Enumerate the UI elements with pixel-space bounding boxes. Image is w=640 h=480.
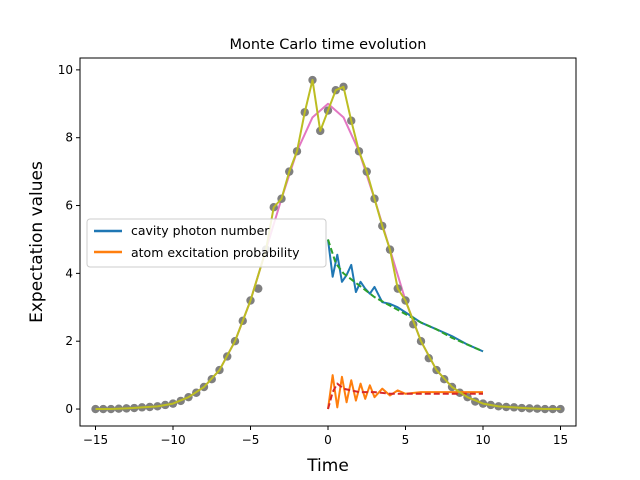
y-tick-label: 6 — [65, 199, 73, 213]
ticks-layer: −15 −10 −5 0 5 10 15 0 2 4 6 8 10 — [58, 63, 568, 447]
x-tick-label: −15 — [83, 433, 108, 447]
y-tick-label: 4 — [65, 266, 73, 280]
legend: cavity photon number atom excitation pro… — [86, 218, 327, 268]
y-tick-label: 0 — [65, 402, 73, 416]
series-0-line — [327, 239, 484, 353]
x-tick-label: 15 — [553, 433, 568, 447]
x-axis-label: Time — [306, 456, 349, 476]
series-layer — [91, 75, 565, 414]
series-6-line — [95, 79, 561, 411]
x-tick-label: 5 — [402, 433, 410, 447]
y-tick-label: 10 — [58, 63, 73, 77]
y-axis-label: Expectation values — [27, 161, 47, 323]
series-2-line — [327, 239, 484, 353]
y-tick-label: 2 — [65, 334, 73, 348]
y-tick-label: 8 — [65, 131, 73, 145]
chart-title: Monte Carlo time evolution — [229, 37, 426, 53]
legend-label-atom-excitation-probability: atom excitation probability — [131, 245, 300, 260]
series-5-marker — [254, 284, 263, 293]
legend-label-cavity-photon-number: cavity photon number — [131, 223, 270, 238]
series-3-line — [327, 382, 483, 410]
legend-box — [86, 218, 327, 268]
x-tick-label: 10 — [475, 433, 490, 447]
x-tick-label: 0 — [324, 433, 332, 447]
x-tick-label: −10 — [160, 433, 185, 447]
x-tick-label: −5 — [242, 433, 260, 447]
